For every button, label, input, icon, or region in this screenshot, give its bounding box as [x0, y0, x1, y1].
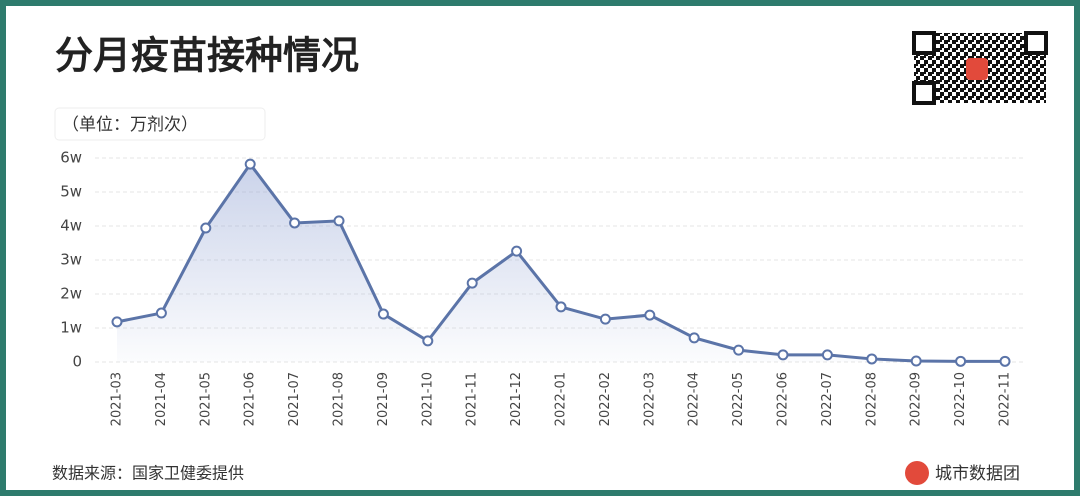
point: [910, 355, 922, 367]
x-tick-label: 2022-04: [687, 372, 702, 426]
x-tick-label: 2022-07: [820, 372, 835, 426]
point: [999, 355, 1011, 367]
area: [117, 164, 1005, 362]
point: [688, 332, 700, 344]
x-tick-label: 2021-05: [198, 372, 213, 426]
x-tick-label: 2022-06: [776, 372, 791, 426]
source: 数据来源：国家卫健委提供: [52, 464, 244, 483]
x-tick-label: 2021-07: [287, 372, 302, 426]
point: [377, 308, 389, 320]
point: [555, 301, 567, 313]
x-tick-label: 2022-08: [864, 372, 879, 426]
x-tick-label: 2021-04: [154, 372, 169, 426]
x-tick-label: 2022-09: [909, 372, 924, 426]
point: [200, 222, 212, 234]
y-tick-label: 4w: [60, 217, 82, 235]
x-tick-label: 2022-10: [953, 372, 968, 426]
brand-icon: [905, 461, 929, 485]
y-tick-label: 6w: [60, 149, 82, 167]
x-tick-label: 2022-05: [731, 372, 746, 426]
unit-box: [54, 107, 266, 141]
y-tick-label: 3w: [60, 251, 82, 269]
point: [289, 217, 301, 229]
x-tick-label: 2022-02: [598, 372, 613, 426]
point: [733, 344, 745, 356]
point: [866, 353, 878, 365]
brand: 城市数据团: [935, 464, 1020, 484]
point: [244, 158, 256, 170]
x-tick-label: 2021-08: [332, 372, 347, 426]
x-tick-label: 2022-11: [998, 372, 1013, 426]
y-tick-label: 1w: [60, 319, 82, 337]
point: [599, 313, 611, 325]
x-tick-label: 2021-06: [243, 372, 258, 426]
point: [155, 307, 167, 319]
x-tick-label: 2021-11: [465, 372, 480, 426]
point: [466, 277, 478, 289]
x-tick-label: 2021-09: [376, 372, 391, 426]
x-tick-label: 2021-10: [420, 372, 435, 426]
x-tick-label: 2022-01: [554, 372, 569, 426]
point: [644, 309, 656, 321]
point: [511, 245, 523, 257]
x-tick-label: 2021-03: [110, 372, 125, 426]
point: [821, 349, 833, 361]
point: [333, 215, 345, 227]
x-tick-label: 2022-03: [642, 372, 657, 426]
title: 分月疫苗接种情况: [55, 34, 359, 78]
panel: [6, 6, 1074, 490]
y-tick-label: 0: [72, 353, 82, 371]
point: [422, 335, 434, 347]
point: [111, 316, 123, 328]
x-tick-label: 2021-12: [509, 372, 524, 426]
y-tick-label: 2w: [60, 285, 82, 303]
y-tick-label: 5w: [60, 183, 82, 201]
point: [955, 355, 967, 367]
qr-code: [912, 31, 1048, 105]
unit-label: （单位：万剂次）: [62, 115, 198, 135]
point: [777, 349, 789, 361]
